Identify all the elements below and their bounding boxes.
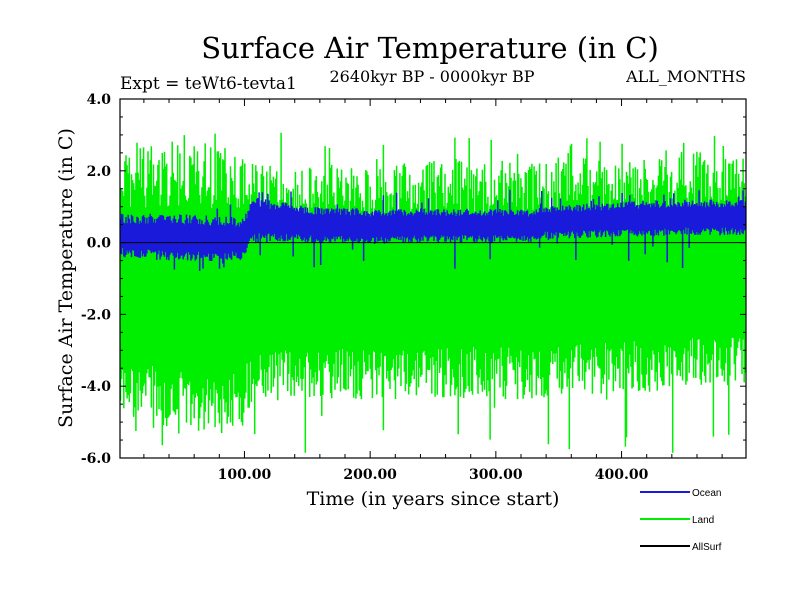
- legend: Ocean Land AllSurf: [640, 488, 722, 553]
- months-label: ALL_MONTHS: [625, 67, 746, 86]
- chart-title: Surface Air Temperature (in C): [201, 31, 659, 65]
- series-land-line: [119, 132, 747, 453]
- tick-layer: -6.0 -4.0 -2.0 0.0 2.0 4.0 100.00 200.00 300.00 4…: [81, 92, 746, 483]
- y-tick-label: 2.0: [87, 164, 112, 180]
- period-label: 2640kyr BP - 0000kyr BP: [330, 67, 535, 86]
- plot-area: -6.0 -4.0 -2.0 0.0 2.0 4.0 100.00 200.00 300.00 4…: [81, 92, 747, 483]
- legend-allsurf-label: AllSurf: [692, 542, 722, 553]
- series-layer: [119, 132, 747, 453]
- x-tick-label: 400.00: [595, 467, 649, 483]
- legend-land-label: Land: [692, 515, 714, 526]
- y-tick-label: 0.0: [87, 236, 112, 252]
- y-tick-label: 4.0: [87, 92, 112, 108]
- y-tick-label: -6.0: [81, 451, 111, 467]
- y-tick-label: -4.0: [81, 379, 111, 395]
- experiment-label: Expt = teWt6-tevta1: [120, 74, 297, 94]
- x-axis-label: Time (in years since start): [307, 488, 560, 510]
- y-axis-label: Surface Air Temperature (in C): [55, 128, 77, 428]
- x-tick-label: 100.00: [218, 467, 272, 483]
- x-tick-label: 300.00: [469, 467, 523, 483]
- x-tick-label: 200.00: [343, 467, 397, 483]
- legend-ocean-label: Ocean: [692, 488, 721, 499]
- y-tick-label: -2.0: [81, 307, 111, 323]
